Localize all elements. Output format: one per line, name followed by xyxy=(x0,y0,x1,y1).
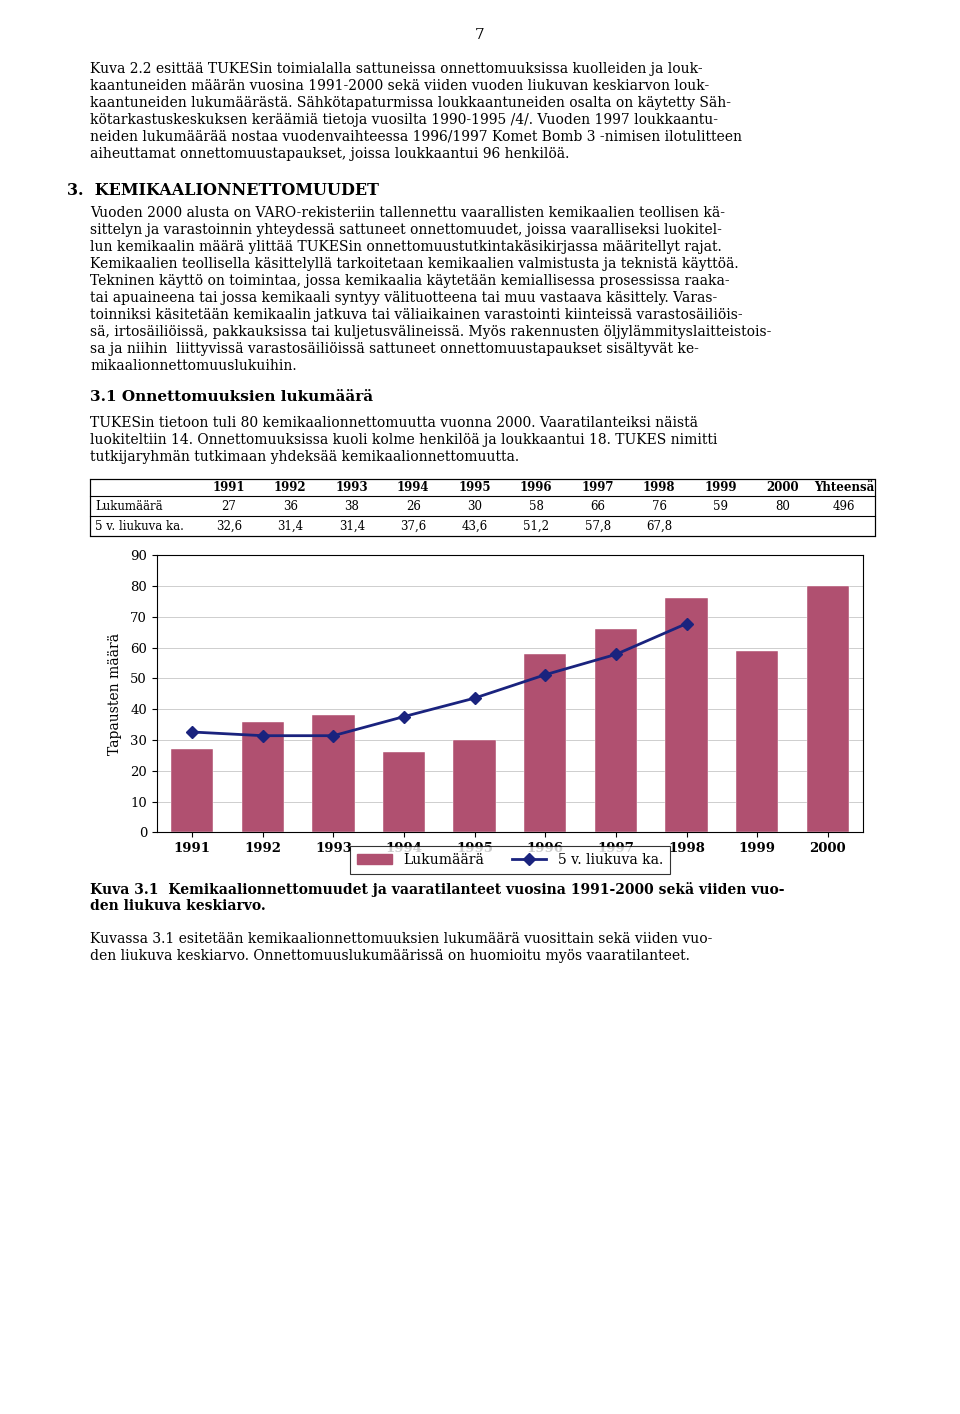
Text: 37,6: 37,6 xyxy=(400,519,426,533)
Text: TUKESin tietoon tuli 80 kemikaalionnettomuutta vuonna 2000. Vaaratilanteiksi näi: TUKESin tietoon tuli 80 kemikaalionnetto… xyxy=(90,416,698,430)
Text: kötarkastuskeskuksen keräämiä tietoja vuosilta 1990-1995 /4/. Vuoden 1997 loukka: kötarkastuskeskuksen keräämiä tietoja vu… xyxy=(90,113,718,127)
Text: Vuoden 2000 alusta on VARO-rekisteriin tallennettu vaarallisten kemikaalien teol: Vuoden 2000 alusta on VARO-rekisteriin t… xyxy=(90,206,725,221)
Text: Yhteensä: Yhteensä xyxy=(814,481,875,493)
Text: 76: 76 xyxy=(652,499,667,512)
Text: 38: 38 xyxy=(345,499,359,512)
Text: 2000: 2000 xyxy=(766,481,799,493)
Text: luokiteltiin 14. Onnettomuuksissa kuoli kolme henkilöä ja loukkaantui 18. TUKES : luokiteltiin 14. Onnettomuuksissa kuoli … xyxy=(90,433,717,447)
Text: Tekninen käyttö on toimintaa, jossa kemikaalia käytetään kemiallisessa prosessis: Tekninen käyttö on toimintaa, jossa kemi… xyxy=(90,274,730,288)
Y-axis label: Tapausten määrä: Tapausten määrä xyxy=(108,632,122,755)
Bar xyxy=(383,752,425,833)
Text: 1997: 1997 xyxy=(582,481,614,493)
Text: 3.1 Onnettomuuksien lukumäärä: 3.1 Onnettomuuksien lukumäärä xyxy=(90,390,373,404)
Bar xyxy=(242,721,284,833)
Text: 1995: 1995 xyxy=(459,481,491,493)
Text: kaantuneiden lukumäärästä. Sähkötapaturmissa loukkaantuneiden osalta on käytetty: kaantuneiden lukumäärästä. Sähkötapaturm… xyxy=(90,96,731,110)
Bar xyxy=(595,629,637,833)
Bar xyxy=(665,598,708,833)
Text: 51,2: 51,2 xyxy=(523,519,549,533)
Text: 57,8: 57,8 xyxy=(585,519,611,533)
Bar xyxy=(90,479,875,536)
Text: 66: 66 xyxy=(590,499,605,512)
Text: toinniksi käsitetään kemikaalin jatkuva tai väliaikainen varastointi kiinteissä : toinniksi käsitetään kemikaalin jatkuva … xyxy=(90,308,743,322)
Text: 30: 30 xyxy=(468,499,482,512)
Text: Kuva 3.1  Kemikaalionnettomuudet ja vaaratilanteet vuosina 1991-2000 sekä viiden: Kuva 3.1 Kemikaalionnettomuudet ja vaara… xyxy=(90,882,784,896)
Text: 5 v. liukuva ka.: 5 v. liukuva ka. xyxy=(95,519,184,533)
Text: 1993: 1993 xyxy=(335,481,368,493)
Text: sittelyn ja varastoinnin yhteydessä sattuneet onnettomuudet, joissa vaaralliseks: sittelyn ja varastoinnin yhteydessä satt… xyxy=(90,223,722,238)
Bar xyxy=(524,653,566,833)
Bar xyxy=(806,585,849,833)
Text: 27: 27 xyxy=(222,499,236,512)
Text: 31,4: 31,4 xyxy=(339,519,365,533)
Bar xyxy=(453,740,496,833)
Text: 1999: 1999 xyxy=(705,481,737,493)
Legend: Lukumäärä, 5 v. liukuva ka.: Lukumäärä, 5 v. liukuva ka. xyxy=(350,846,670,874)
Text: 1996: 1996 xyxy=(520,481,553,493)
Text: Kuvassa 3.1 esitetään kemikaalionnettomuuksien lukumäärä vuosittain sekä viiden : Kuvassa 3.1 esitetään kemikaalionnettomu… xyxy=(90,932,712,946)
Text: 26: 26 xyxy=(406,499,420,512)
Text: sa ja niihin  liittyvissä varastosäiliöissä sattuneet onnettomuustapaukset sisäl: sa ja niihin liittyvissä varastosäiliöis… xyxy=(90,342,699,356)
Text: lun kemikaalin määrä ylittää TUKESin onnettomuustutkintakäsikirjassa määritellyt: lun kemikaalin määrä ylittää TUKESin onn… xyxy=(90,240,722,255)
Bar xyxy=(736,650,779,833)
Text: 67,8: 67,8 xyxy=(646,519,672,533)
Text: 43,6: 43,6 xyxy=(462,519,488,533)
Text: Kuva 2.2 esittää TUKESin toimialalla sattuneissa onnettomuuksissa kuolleiden ja : Kuva 2.2 esittää TUKESin toimialalla sat… xyxy=(90,62,703,76)
Text: 1994: 1994 xyxy=(397,481,429,493)
Text: tutkijaryhmän tutkimaan yhdeksää kemikaalionnettomuutta.: tutkijaryhmän tutkimaan yhdeksää kemikaa… xyxy=(90,450,519,464)
Text: 496: 496 xyxy=(832,499,855,512)
Text: kaantuneiden määrän vuosina 1991-2000 sekä viiden vuoden liukuvan keskiarvon lou: kaantuneiden määrän vuosina 1991-2000 se… xyxy=(90,79,709,93)
Bar xyxy=(312,715,354,833)
Text: 7: 7 xyxy=(475,28,485,42)
Text: tai apuaineena tai jossa kemikaali syntyy välituotteena tai muu vastaava käsitte: tai apuaineena tai jossa kemikaali synty… xyxy=(90,291,717,305)
Text: 80: 80 xyxy=(775,499,790,512)
Text: 1992: 1992 xyxy=(274,481,306,493)
Text: Kemikaalien teollisella käsittelyllä tarkoitetaan kemikaalien valmistusta ja tek: Kemikaalien teollisella käsittelyllä tar… xyxy=(90,257,738,271)
Text: 3.  KEMIKAALIONNETTOMUUDET: 3. KEMIKAALIONNETTOMUUDET xyxy=(67,182,379,199)
Text: neiden lukumäärää nostaa vuodenvaihteessa 1996/1997 Komet Bomb 3 -nimisen ilotul: neiden lukumäärää nostaa vuodenvaihteess… xyxy=(90,130,742,144)
Text: 1991: 1991 xyxy=(212,481,245,493)
Text: 59: 59 xyxy=(713,499,729,512)
Text: 58: 58 xyxy=(529,499,543,512)
Text: 1998: 1998 xyxy=(643,481,676,493)
Bar xyxy=(171,749,213,833)
Text: aiheuttamat onnettomuustapaukset, joissa loukkaantui 96 henkilöä.: aiheuttamat onnettomuustapaukset, joissa… xyxy=(90,147,569,161)
Text: 32,6: 32,6 xyxy=(216,519,242,533)
Text: 31,4: 31,4 xyxy=(277,519,303,533)
Text: mikaalionnettomuuslukuihin.: mikaalionnettomuuslukuihin. xyxy=(90,359,297,373)
Text: den liukuva keskiarvo. Onnettomuuslukumäärissä on huomioitu myös vaaratilanteet.: den liukuva keskiarvo. Onnettomuuslukumä… xyxy=(90,949,690,963)
Text: 36: 36 xyxy=(283,499,298,512)
Text: sä, irtosäiliöissä, pakkauksissa tai kuljetusvälineissä. Myös rakennusten öljylä: sä, irtosäiliöissä, pakkauksissa tai kul… xyxy=(90,325,772,339)
Text: den liukuva keskiarvo.: den liukuva keskiarvo. xyxy=(90,899,266,913)
Text: Lukumäärä: Lukumäärä xyxy=(95,499,162,512)
